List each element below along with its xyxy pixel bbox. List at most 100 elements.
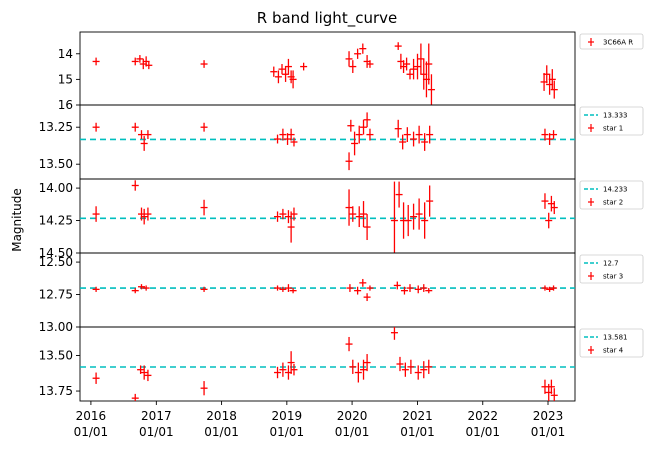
x-tick-label-day: 01/01 <box>270 425 305 439</box>
x-tick-label-day: 01/01 <box>204 425 239 439</box>
data-point <box>200 60 208 68</box>
data-point <box>274 70 282 84</box>
data-point <box>274 366 282 379</box>
data-point <box>546 286 554 292</box>
data-point <box>415 198 423 230</box>
data-point <box>404 204 412 237</box>
data-point <box>274 134 282 144</box>
data-point <box>137 284 145 290</box>
legend-frame <box>579 254 644 284</box>
data-point <box>547 379 555 394</box>
x-tick-label-year: 2023 <box>533 409 564 423</box>
data-point <box>425 359 433 374</box>
data-point <box>349 359 357 374</box>
data-point <box>144 369 152 382</box>
data-point <box>394 42 402 50</box>
data-point <box>550 80 558 99</box>
data-point <box>421 133 429 151</box>
data-point <box>92 206 100 222</box>
data-point <box>279 362 287 377</box>
data-point <box>360 359 368 380</box>
data-point <box>131 57 139 66</box>
data-point <box>279 286 287 292</box>
data-point <box>279 128 287 141</box>
data-point <box>355 206 363 228</box>
data-point <box>278 64 286 75</box>
data-point <box>345 336 353 352</box>
data-point <box>140 365 148 380</box>
legend: 12.7 star 3 <box>579 254 644 284</box>
data-point <box>347 119 355 132</box>
data-point <box>92 372 100 384</box>
data-point <box>145 61 153 70</box>
data-point <box>363 354 371 372</box>
data-point <box>131 122 139 132</box>
data-point <box>546 133 554 145</box>
data-point <box>289 70 297 89</box>
data-point <box>550 388 558 401</box>
data-point <box>421 202 429 239</box>
data-point <box>200 381 208 396</box>
y-tick-label: 12.50 <box>39 255 73 269</box>
data-point <box>541 379 549 394</box>
data-point <box>359 43 367 54</box>
legend-frame <box>579 106 644 136</box>
data-point <box>363 214 371 241</box>
x-tick-label-day: 01/01 <box>139 425 174 439</box>
data-points <box>92 42 558 105</box>
data-point <box>426 185 434 217</box>
data-point <box>541 285 549 291</box>
data-point <box>426 125 434 144</box>
data-point <box>415 125 423 144</box>
panel-3: 14.00 14.25 14.50 14.233 star 2 <box>39 178 644 260</box>
legend: 14.233 star 2 <box>579 180 644 210</box>
y-tick-label: 12.75 <box>39 288 73 302</box>
legend-label-series: star 3 <box>603 273 623 281</box>
x-tick-label-year: 2019 <box>272 409 303 423</box>
panel-frame <box>79 178 576 254</box>
data-point <box>410 58 418 80</box>
legend-frame <box>579 180 644 210</box>
data-point <box>289 288 297 294</box>
data-point <box>92 57 100 66</box>
data-point <box>92 122 100 132</box>
legend-label-series: star 4 <box>603 347 624 355</box>
data-points <box>92 278 558 302</box>
panel-1: 14 15 16 3C66A R <box>58 31 644 112</box>
data-point <box>407 359 415 374</box>
data-point <box>360 201 368 228</box>
y-tick-label: 15 <box>58 72 73 86</box>
data-point <box>390 327 398 340</box>
legend-label-series: 3C66A R <box>603 39 633 47</box>
data-point <box>550 130 558 140</box>
data-point <box>403 127 411 142</box>
data-points <box>92 327 558 401</box>
data-point <box>414 365 422 380</box>
data-point <box>279 208 287 220</box>
x-tick-label-year: 2018 <box>206 409 237 423</box>
panel-frame <box>79 31 576 106</box>
data-point <box>550 285 558 291</box>
data-point <box>287 211 295 243</box>
data-point <box>420 361 428 379</box>
data-point <box>92 286 100 292</box>
data-point <box>200 286 208 292</box>
legend-label-reference: 13.333 <box>603 112 628 120</box>
data-point <box>131 288 139 294</box>
data-point <box>400 286 408 295</box>
data-point <box>300 62 308 71</box>
x-tick-label-year: 2022 <box>467 409 498 423</box>
data-point <box>363 112 371 128</box>
data-point <box>284 133 292 145</box>
data-points <box>92 112 558 171</box>
data-point <box>140 136 148 151</box>
data-point <box>393 281 401 290</box>
data-point <box>354 48 362 59</box>
legend-frame <box>579 328 644 358</box>
data-point <box>401 362 409 377</box>
data-point <box>359 278 367 287</box>
data-point <box>410 131 418 147</box>
data-point <box>137 130 145 140</box>
